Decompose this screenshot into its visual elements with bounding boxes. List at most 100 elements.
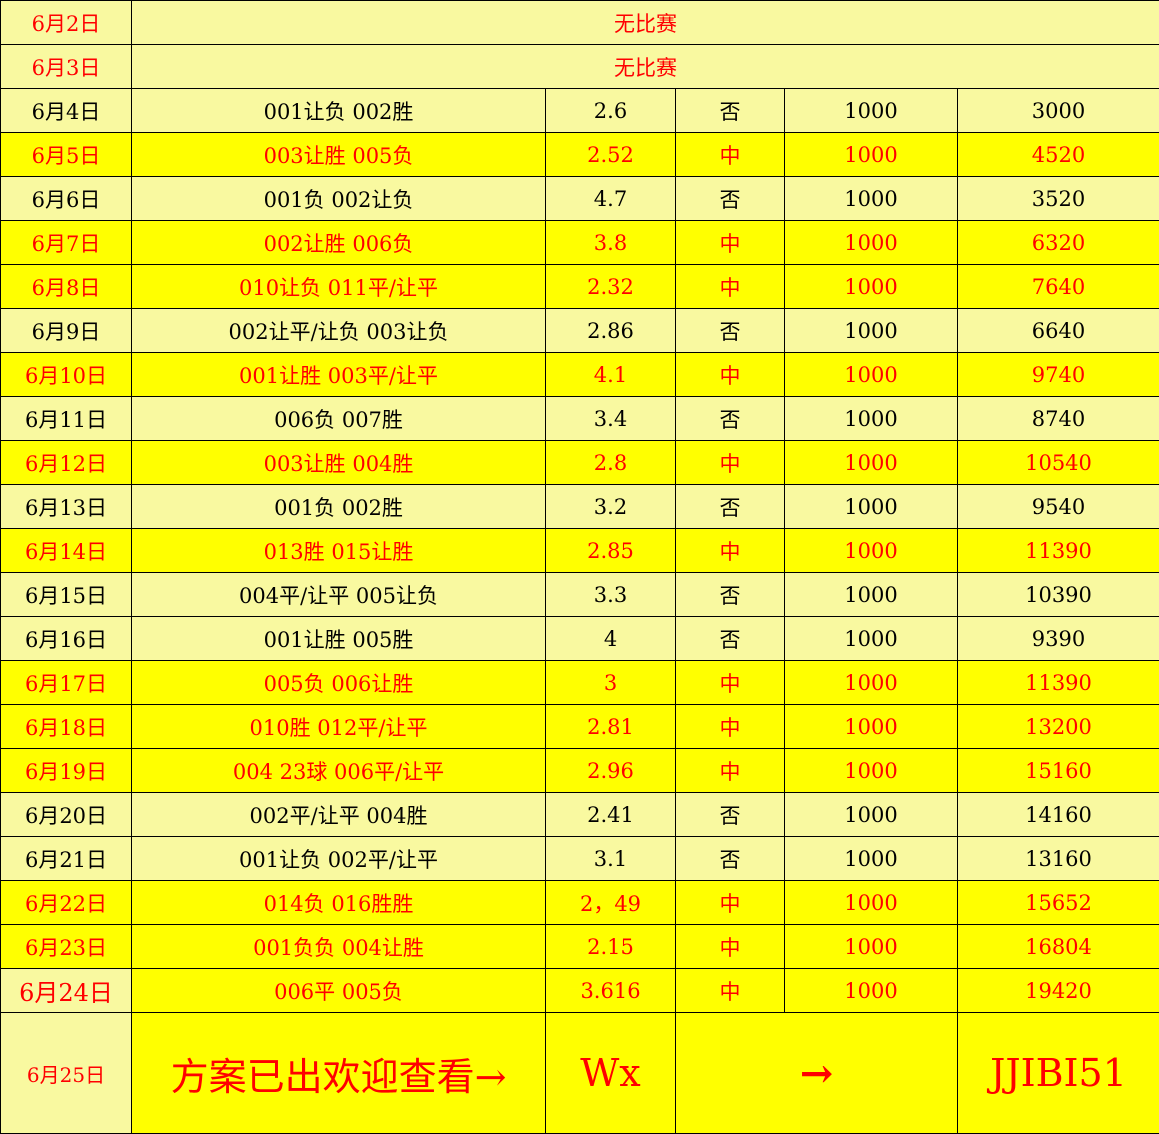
date-cell: 6月17日	[1, 661, 132, 705]
result-cell: 中	[676, 705, 785, 749]
picks-cell: 002让平/让负 003让负	[132, 309, 546, 353]
stake-cell: 1000	[785, 441, 958, 485]
balance-cell: 10390	[958, 573, 1159, 617]
result-cell: 中	[676, 529, 785, 573]
balance-cell: 13200	[958, 705, 1159, 749]
picks-cell: 001负负 004让胜	[132, 925, 546, 969]
result-cell: 否	[676, 309, 785, 353]
result-cell: 中	[676, 969, 785, 1013]
result-cell: 中	[676, 925, 785, 969]
balance-cell: 6640	[958, 309, 1159, 353]
date-cell: 6月16日	[1, 617, 132, 661]
result-cell: 否	[676, 793, 785, 837]
picks-cell: 001让胜 003平/让平	[132, 353, 546, 397]
stake-cell: 1000	[785, 353, 958, 397]
odds-cell: 2，49	[546, 881, 676, 925]
stake-cell: 1000	[785, 265, 958, 309]
picks-cell: 001让负 002胜	[132, 89, 546, 133]
odds-cell: 2.32	[546, 265, 676, 309]
stake-cell: 1000	[785, 397, 958, 441]
date-cell: 6月3日	[1, 45, 132, 89]
odds-cell: 2.41	[546, 793, 676, 837]
date-cell: 6月15日	[1, 573, 132, 617]
picks-cell: 002让胜 006负	[132, 221, 546, 265]
result-cell: 中	[676, 265, 785, 309]
date-cell: 6月19日	[1, 749, 132, 793]
picks-cell: 004 23球 006平/让平	[132, 749, 546, 793]
odds-cell: 4	[546, 617, 676, 661]
stake-cell: 1000	[785, 661, 958, 705]
balance-cell: 9390	[958, 617, 1159, 661]
date-cell: 6月4日	[1, 89, 132, 133]
stake-cell: 1000	[785, 617, 958, 661]
odds-cell: 3.4	[546, 397, 676, 441]
date-cell: 6月25日	[1, 1013, 132, 1134]
picks-cell: 013胜 015让胜	[132, 529, 546, 573]
result-cell: 中	[676, 353, 785, 397]
id-cell: JJIBI51	[958, 1013, 1159, 1134]
odds-cell: 2.15	[546, 925, 676, 969]
table-row-final: 6月25日 方案已出欢迎查看→ Wx → JJIBI51	[1, 1013, 1159, 1134]
date-cell: 6月18日	[1, 705, 132, 749]
picks-cell: 014负 016胜胜	[132, 881, 546, 925]
odds-cell: 2.52	[546, 133, 676, 177]
stake-cell: 1000	[785, 573, 958, 617]
stake-cell: 1000	[785, 177, 958, 221]
result-cell: 否	[676, 485, 785, 529]
picks-cell: 010胜 012平/让平	[132, 705, 546, 749]
odds-cell: 2.6	[546, 89, 676, 133]
result-cell: 否	[676, 177, 785, 221]
stake-cell: 1000	[785, 749, 958, 793]
date-cell: 6月11日	[1, 397, 132, 441]
date-cell: 6月10日	[1, 353, 132, 397]
date-cell: 6月23日	[1, 925, 132, 969]
date-cell: 6月6日	[1, 177, 132, 221]
stake-cell: 1000	[785, 309, 958, 353]
picks-cell: 001让负 002平/让平	[132, 837, 546, 881]
picks-cell: 004平/让平 005让负	[132, 573, 546, 617]
picks-cell: 005负 006让胜	[132, 661, 546, 705]
result-cell: 中	[676, 881, 785, 925]
balance-cell: 11390	[958, 661, 1159, 705]
odds-cell: 3.2	[546, 485, 676, 529]
balance-cell: 16804	[958, 925, 1159, 969]
table-row-no-match: 6月3日 无比赛	[1, 45, 1159, 89]
no-match-cell: 无比赛	[132, 45, 1159, 89]
date-cell: 6月7日	[1, 221, 132, 265]
odds-cell: 3.1	[546, 837, 676, 881]
date-cell: 6月2日	[1, 1, 132, 45]
picks-cell: 001负 002让负	[132, 177, 546, 221]
stake-cell: 1000	[785, 793, 958, 837]
stake-cell: 1000	[785, 133, 958, 177]
balance-cell: 15160	[958, 749, 1159, 793]
result-cell: 否	[676, 573, 785, 617]
odds-cell: 3.8	[546, 221, 676, 265]
balance-cell: 7640	[958, 265, 1159, 309]
date-cell: 6月21日	[1, 837, 132, 881]
odds-cell: 4.7	[546, 177, 676, 221]
stake-cell: 1000	[785, 881, 958, 925]
balance-cell: 9740	[958, 353, 1159, 397]
odds-cell: 3.616	[546, 969, 676, 1013]
stake-cell: 1000	[785, 925, 958, 969]
result-cell: 否	[676, 397, 785, 441]
balance-cell: 3520	[958, 177, 1159, 221]
result-cell: 中	[676, 441, 785, 485]
stake-cell: 1000	[785, 89, 958, 133]
odds-cell: 2.85	[546, 529, 676, 573]
result-cell: 否	[676, 89, 785, 133]
date-cell: 6月22日	[1, 881, 132, 925]
odds-cell: 2.81	[546, 705, 676, 749]
picks-cell: 006平 005负	[132, 969, 546, 1013]
result-cell: 中	[676, 133, 785, 177]
balance-cell: 9540	[958, 485, 1159, 529]
